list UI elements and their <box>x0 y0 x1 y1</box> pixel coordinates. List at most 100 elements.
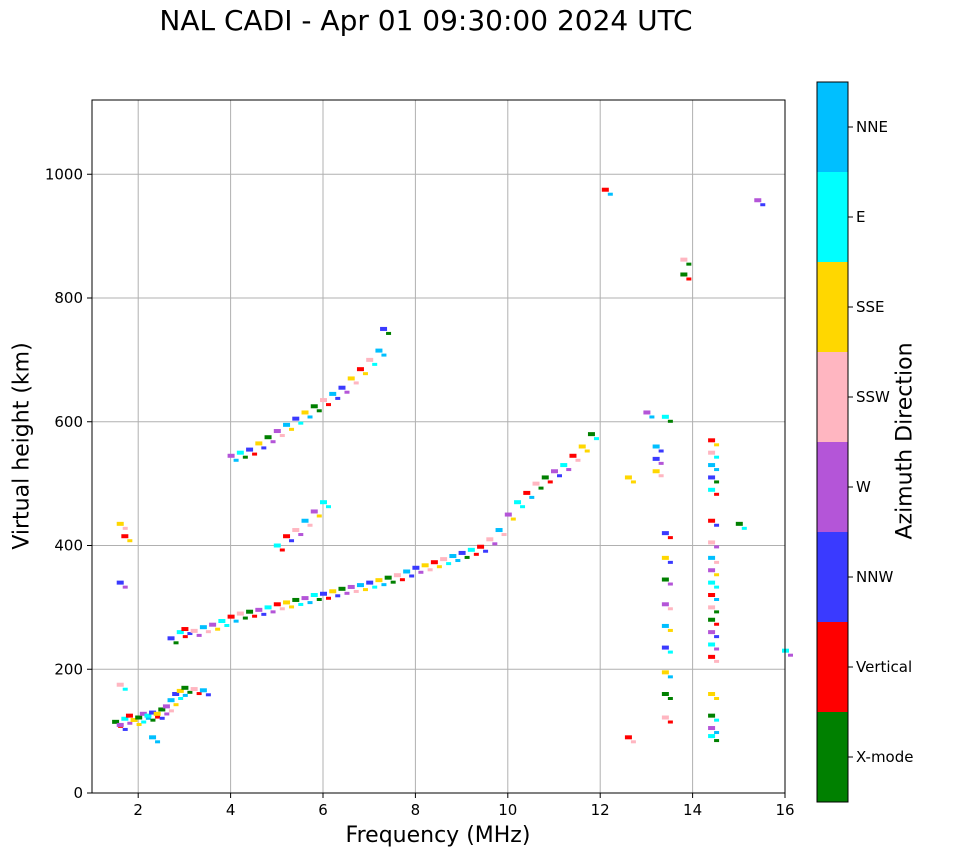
echo-point <box>139 711 147 716</box>
echo-point <box>121 716 129 721</box>
echo-point <box>283 534 291 539</box>
echo-point <box>242 455 248 459</box>
echo-point <box>584 449 590 453</box>
echo-point <box>112 719 120 724</box>
echo-point <box>153 711 161 716</box>
echo-point <box>714 455 720 459</box>
echo-point <box>538 486 544 490</box>
x-tick-label: 14 <box>683 801 702 819</box>
echo-point <box>708 617 716 622</box>
echo-point <box>708 593 716 597</box>
echo-point <box>375 578 383 583</box>
echo-point <box>362 372 368 376</box>
x-tick-label: 2 <box>133 801 143 819</box>
echo-point <box>246 609 254 614</box>
echo-point <box>329 589 337 594</box>
echo-point <box>181 627 189 632</box>
x-tick-label: 4 <box>226 801 236 819</box>
echo-point <box>227 614 235 619</box>
echo-point <box>320 398 327 403</box>
echo-point <box>514 500 522 505</box>
colorbar-tick-label: SSE <box>856 298 885 316</box>
echo-point <box>708 518 716 523</box>
colorbar: X-mode Vertical NNW W SSW SSE E NNE <box>816 81 913 803</box>
echo-point <box>658 449 664 453</box>
echo-point <box>708 692 716 696</box>
echo-point <box>735 521 743 526</box>
echo-point <box>421 563 429 568</box>
x-axis-label: Frequency (MHz) <box>346 823 531 848</box>
echo-point <box>430 560 438 565</box>
echo-point <box>708 734 716 739</box>
colorbar-segment <box>817 262 848 352</box>
echo-point <box>667 607 673 611</box>
echo-point <box>501 533 507 537</box>
echo-point <box>292 528 300 533</box>
echo-point <box>159 716 165 720</box>
echo-point <box>708 540 716 545</box>
echo-point <box>178 697 184 700</box>
echo-point <box>141 720 147 724</box>
echo-point <box>279 434 285 438</box>
y-tick-label: 600 <box>54 413 83 431</box>
echo-point <box>667 582 673 586</box>
echo-point <box>477 544 485 549</box>
echo-point <box>326 403 331 407</box>
x-axis-ticks: 2 4 6 8 10 12 14 16 <box>133 793 795 819</box>
echo-point <box>741 526 747 530</box>
echo-point <box>127 539 133 543</box>
echo-point <box>708 642 716 647</box>
echo-point <box>714 739 720 743</box>
colorbar-segment <box>817 172 848 262</box>
echo-point <box>116 682 124 687</box>
echo-point <box>409 574 415 578</box>
echo-point <box>167 698 175 703</box>
echo-point <box>708 487 716 492</box>
echo-point <box>316 409 322 413</box>
echo-point <box>686 262 692 266</box>
echo-point <box>316 598 322 601</box>
echo-point <box>708 580 716 585</box>
echo-point <box>122 687 128 691</box>
echo-point <box>661 555 669 560</box>
echo-point <box>714 610 720 614</box>
echo-point <box>680 272 688 277</box>
echo-point <box>412 565 420 570</box>
echo-point <box>649 415 655 419</box>
echo-point <box>353 589 359 593</box>
echo-point <box>436 565 442 569</box>
echo-point <box>714 523 720 527</box>
x-tick-label: 12 <box>591 801 610 819</box>
echo-point <box>418 570 424 574</box>
echo-point <box>449 554 457 559</box>
echo-point <box>158 707 166 712</box>
echo-point <box>714 598 720 601</box>
echo-point <box>252 452 258 456</box>
echo-point <box>182 635 188 639</box>
echo-point <box>708 555 716 560</box>
echo-point <box>307 601 313 605</box>
y-tick-label: 800 <box>54 289 83 307</box>
echo-point <box>150 718 156 722</box>
echo-point <box>708 438 716 443</box>
echo-point <box>714 635 720 639</box>
echo-point <box>279 607 285 611</box>
echo-point <box>708 463 716 468</box>
x-tick-label: 16 <box>775 801 794 819</box>
echo-point <box>510 517 516 521</box>
echo-point <box>301 518 309 523</box>
echo-point <box>190 687 198 692</box>
echo-point <box>273 602 281 607</box>
echo-point <box>218 618 226 623</box>
echo-point <box>205 693 211 697</box>
echo-point <box>347 376 355 381</box>
echo-point <box>236 450 244 455</box>
echo-point <box>261 446 267 450</box>
echo-point <box>708 630 716 635</box>
echo-point <box>680 257 688 262</box>
echo-point <box>155 740 161 744</box>
echo-point <box>298 602 304 606</box>
echo-point <box>233 458 239 462</box>
echo-point <box>292 597 300 602</box>
x-tick-label: 6 <box>318 801 328 819</box>
